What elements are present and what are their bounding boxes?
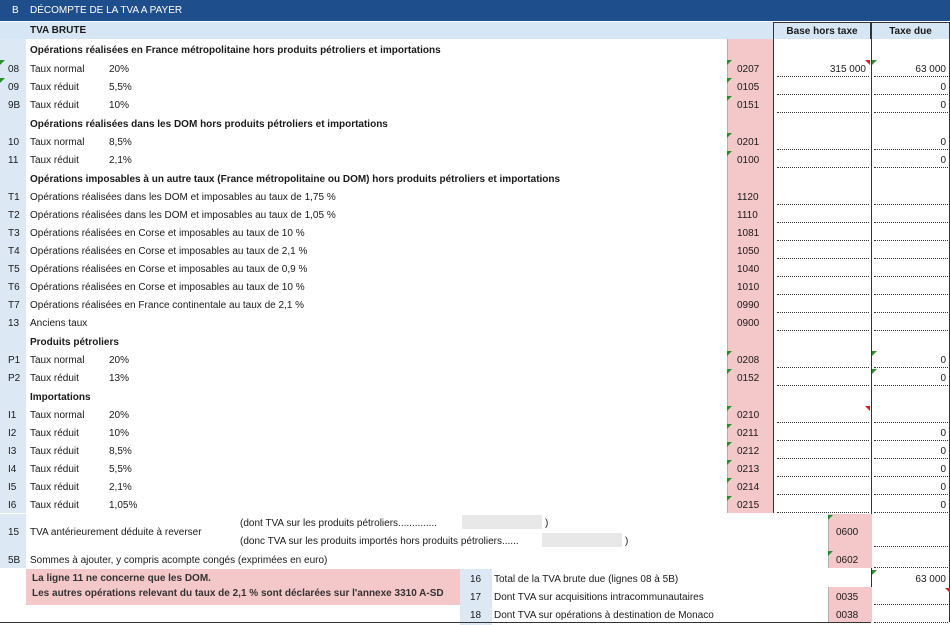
section-title: DÉCOMPTE DE LA TVA A PAYER [30, 5, 183, 16]
base-field[interactable] [777, 458, 869, 459]
table-row: 08 Taux normal 20% 0207 315 000 63 000 [0, 60, 950, 78]
table-row: I6 Taux réduit 1,05% 0215 0 [0, 496, 950, 514]
table-row: I4 Taux réduit 5,5% 0213 0 [0, 460, 950, 478]
base-field[interactable] [777, 330, 869, 331]
marker-icon [0, 60, 5, 65]
total-row: 17 Dont TVA sur acquisitions intracommun… [0, 588, 950, 606]
base-field[interactable] [777, 112, 869, 113]
base-field[interactable] [777, 440, 869, 441]
base-column [773, 39, 871, 513]
table-row: I2 Taux réduit 10% 0211 0 [0, 424, 950, 442]
table-row: I3 Taux réduit 8,5% 0212 0 [0, 442, 950, 460]
base-field[interactable] [777, 204, 869, 205]
title-bar: B DÉCOMPTE DE LA TVA A PAYER [0, 0, 950, 21]
base-field[interactable] [777, 258, 869, 259]
section-code: B [12, 5, 19, 16]
table-row: T1 Opérations réalisées dans les DOM et … [0, 188, 950, 206]
section-row: Opérations réalisées en France métropoli… [30, 45, 441, 56]
table-row: T6 Opérations réalisées en Corse et impo… [0, 278, 950, 296]
table-row: 10 Taux normal 8,5% 0201 0 [0, 133, 950, 151]
table-row: 09 Taux réduit 5,5% 0105 0 [0, 78, 950, 96]
section-row: Opérations réalisées dans les DOM hors p… [30, 119, 388, 130]
tax-field[interactable]: 0 [940, 82, 946, 93]
total-row: 16 Total de la TVA brute due (lignes 08 … [0, 570, 950, 588]
tax-field[interactable] [874, 204, 948, 205]
tax-field[interactable] [874, 294, 948, 295]
total-row: 18 Dont TVA sur opérations à destination… [0, 606, 950, 624]
table-row: P2 Taux réduit 13% 0152 0 [0, 369, 950, 387]
tax-field[interactable]: 0 [940, 446, 946, 457]
table-row: 13 Anciens taux 0900 [0, 314, 950, 332]
section-row: Importations [30, 392, 91, 403]
tax-field[interactable] [874, 546, 948, 547]
table-row: 5B Sommes à ajouter, y compris acompte c… [0, 551, 950, 569]
tax-field[interactable] [874, 222, 948, 223]
table-row: T3 Opérations réalisées en Corse et impo… [0, 224, 950, 242]
tax-field[interactable]: 0 [940, 155, 946, 166]
tax-field[interactable]: 0 [940, 500, 946, 511]
imports-input[interactable] [542, 533, 622, 547]
table-row: T4 Opérations réalisées en Corse et impo… [0, 242, 950, 260]
line-number-strip [0, 39, 26, 513]
code-cell [828, 587, 872, 622]
tax-field[interactable]: 0 [940, 137, 946, 148]
table-row: T2 Opérations réalisées dans les DOM et … [0, 206, 950, 224]
base-field[interactable] [777, 385, 869, 386]
table-row: P1 Taux normal 20% 0208 0 [0, 351, 950, 369]
tax-field[interactable] [874, 330, 948, 331]
base-field[interactable] [777, 94, 869, 95]
tax-field[interactable] [874, 276, 948, 277]
table-row: I1 Taux normal 20% 0210 [0, 406, 950, 424]
tax-field[interactable]: 0 [940, 373, 946, 384]
tax-field[interactable] [874, 422, 948, 423]
base-field[interactable] [777, 149, 869, 150]
base-field[interactable] [777, 167, 869, 168]
tax-field[interactable] [874, 258, 948, 259]
comment-marker-icon [865, 406, 870, 411]
base-field[interactable] [777, 494, 869, 495]
tax-field[interactable] [874, 567, 948, 568]
base-field[interactable] [777, 422, 869, 423]
base-field[interactable] [777, 276, 869, 277]
tax-field[interactable]: 0 [940, 482, 946, 493]
petroleum-input[interactable] [462, 515, 542, 529]
base-field[interactable] [777, 476, 869, 477]
tax-field[interactable]: 0 [940, 428, 946, 439]
base-field[interactable] [777, 367, 869, 368]
tax-field[interactable] [874, 312, 948, 313]
comment-marker-icon [865, 60, 870, 65]
code-column [727, 39, 773, 513]
table-row: 9B Taux réduit 10% 0151 0 [0, 96, 950, 114]
base-field[interactable] [777, 512, 869, 513]
tax-field[interactable]: 0 [940, 100, 946, 111]
table-row: 11 Taux réduit 2,1% 0100 0 [0, 151, 950, 169]
base-field[interactable]: 315 000 [829, 64, 866, 75]
base-field[interactable] [777, 240, 869, 241]
col-header-tax: Taxe due [871, 22, 950, 39]
base-field[interactable] [777, 312, 869, 313]
tva-brute-header: TVA BRUTE [0, 22, 773, 39]
tax-field[interactable] [874, 240, 948, 241]
section-row: Opérations imposables à un autre taux (F… [30, 174, 561, 185]
tax-field[interactable]: 0 [940, 464, 946, 475]
total-tax-field[interactable]: 63 000 [915, 574, 946, 585]
tax-field[interactable]: 63 000 [915, 64, 946, 75]
tax-field[interactable]: 0 [940, 355, 946, 366]
table-row: T7 Opérations réalisées en France contin… [0, 296, 950, 314]
base-field[interactable] [777, 294, 869, 295]
section-row: Produits pétroliers [30, 337, 119, 348]
note-box: La ligne 11 ne concerne que les DOM. Les… [26, 569, 460, 605]
divider [0, 622, 871, 623]
comment-marker-icon [945, 588, 950, 593]
base-field[interactable] [777, 222, 869, 223]
tax-field[interactable] [874, 622, 948, 623]
table-row: T5 Opérations réalisées en Corse et impo… [0, 260, 950, 278]
table-row: I5 Taux réduit 2,1% 0214 0 [0, 478, 950, 496]
code-cell [828, 514, 872, 568]
tax-field[interactable] [874, 604, 948, 605]
table-row: 15 TVA antérieurement déduite à reverser… [0, 515, 950, 549]
totals-number-strip [460, 569, 492, 625]
col-header-base: Base hors taxe [773, 22, 871, 39]
